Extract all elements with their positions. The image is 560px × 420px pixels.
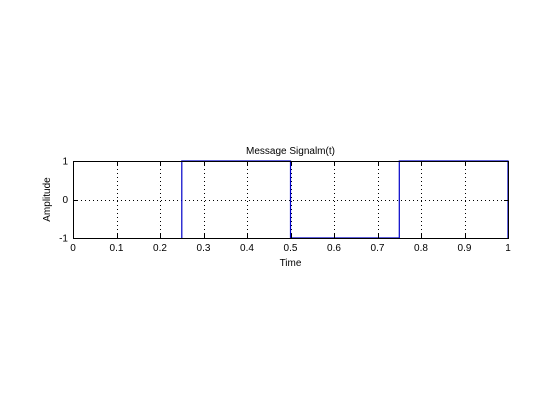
x-tick-label: 0.9 bbox=[458, 243, 472, 254]
x-tick-label: 0 bbox=[70, 243, 76, 254]
y-axis-label: Amplitude bbox=[42, 177, 53, 222]
plot-area: 0 0.1 0.2 0.3 0.4 0.5 0.6 0.7 0.8 0.9 1 -101 bbox=[59, 157, 511, 255]
x-tick-label: 0.1 bbox=[110, 243, 124, 254]
y-tick-label: -1 bbox=[59, 234, 68, 245]
x-tick-label: 0.3 bbox=[197, 243, 211, 254]
x-tick-label: 0.7 bbox=[371, 243, 385, 254]
x-tick-label: 0.6 bbox=[327, 243, 341, 254]
x-grid bbox=[117, 161, 466, 238]
y-tick-label: 0 bbox=[62, 195, 68, 206]
chart-title: Message Signalm(t) bbox=[246, 146, 335, 157]
x-tick-label: 0.4 bbox=[240, 243, 254, 254]
y-ticks: -1 0 1 bbox=[59, 157, 508, 245]
x-tick-label: 1 bbox=[505, 243, 511, 254]
x-ticks: 0 0.1 0.2 0.3 0.4 0.5 0.6 0.7 0.8 0.9 1 bbox=[70, 161, 511, 254]
x-tick-label: 0.2 bbox=[153, 243, 167, 254]
x-tick-label: 0.8 bbox=[414, 243, 428, 254]
x-tick-label: 0.5 bbox=[284, 243, 298, 254]
x-axis-label: Time bbox=[280, 258, 302, 269]
y-tick-label: 1 bbox=[62, 157, 68, 168]
